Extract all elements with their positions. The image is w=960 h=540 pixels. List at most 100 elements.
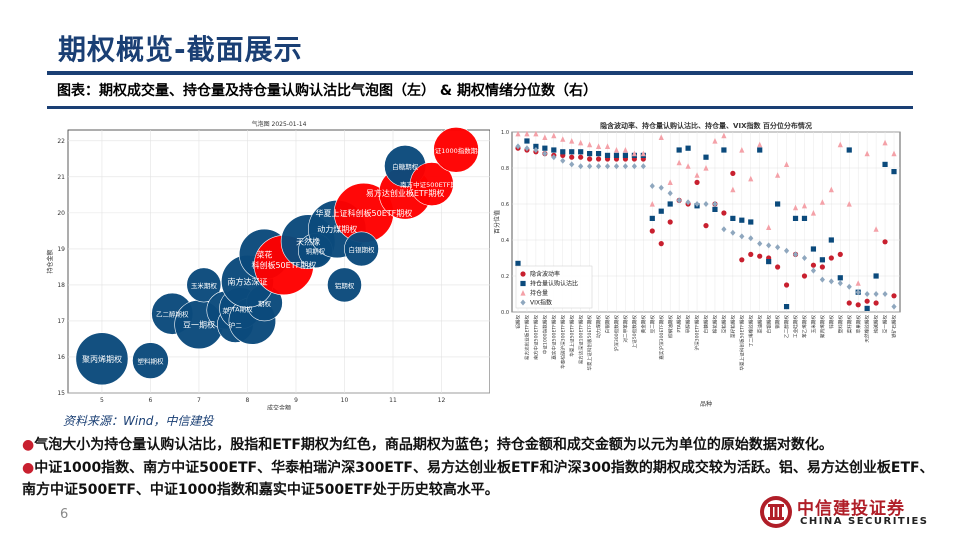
series-point: [658, 134, 664, 140]
page-number: 6: [60, 507, 69, 522]
bubble-chart-panel: 5 6 7 8 9 10 11 12 15 16 17 18 19 20 21 22 气泡图 2025-01-1…: [44, 116, 492, 412]
bubble-label: 乙二醇期权: [156, 310, 189, 319]
series-point: [837, 141, 843, 148]
percentile-chart: 铝期权 易方达创业板ETF期权 南方中证500ETF期权 中证1000指数期权 嘉实中证…: [493, 121, 901, 408]
y-tick-label: 19: [57, 246, 65, 253]
series-point: [801, 273, 808, 279]
y-axis-label: 百分位值: [493, 210, 501, 234]
x-tick-label: 华夏上证科创板50ETF期权: [586, 315, 593, 371]
series-point: [587, 163, 593, 170]
series-point: [524, 130, 530, 137]
x-tick-label: 豆一期权: [882, 315, 889, 334]
x-tick-label: 8: [246, 397, 250, 404]
series-point: [882, 139, 888, 146]
series-point: [864, 298, 870, 304]
series-point: [766, 242, 772, 249]
y-tick-label: 0.8: [501, 166, 509, 172]
series-point: [810, 246, 817, 252]
x-tick-label: 聚丙烯期权: [819, 315, 826, 338]
series-point: [873, 226, 879, 232]
x-tick-label: 苹果期权: [855, 315, 862, 334]
series-point: [703, 201, 709, 207]
bubble-label: 易方达创业板ETF期权: [366, 188, 445, 198]
caption-underline: [47, 106, 913, 109]
series-point: [542, 134, 548, 140]
series-point: [891, 169, 897, 175]
x-tick-label: 铜期权: [774, 315, 781, 329]
bubble-label: 聚丙烯期权: [82, 354, 122, 364]
series-point: [864, 150, 870, 157]
series-point: [730, 215, 736, 221]
series-point: [649, 201, 655, 207]
bubble-label: PTA期权: [228, 304, 253, 313]
series-point: [703, 154, 709, 160]
x-tick-label: 白糖期权: [703, 315, 710, 334]
bubble-chart-title: 气泡图 2025-01-14: [252, 120, 307, 128]
series-point: [604, 152, 611, 158]
series-point: [757, 141, 763, 148]
bubble-point: [327, 267, 362, 303]
logo-emblem-icon: [760, 496, 792, 528]
series-point: [766, 224, 772, 230]
series-point: [658, 208, 664, 214]
bubble-label: 南方达深证: [227, 276, 267, 286]
bubble-label: 天然橡: [296, 237, 320, 247]
series-point: [783, 282, 790, 288]
y-tick-label: 15: [57, 390, 65, 397]
page-title: 期权概览-截面展示: [58, 33, 303, 66]
x-tick-label: 易方达深证100ETF期权: [577, 315, 584, 365]
series-point: [775, 244, 781, 251]
x-tick-label: 白银期权: [604, 315, 611, 334]
series-point: [801, 202, 808, 209]
y-tick-label: 18: [57, 282, 65, 289]
series-point: [721, 147, 727, 153]
series-point: [757, 240, 763, 247]
series-point: [775, 172, 781, 178]
bubble-point: [75, 332, 129, 386]
series-point: [810, 262, 817, 268]
x-tick-label: 豆粕期权: [721, 315, 728, 334]
bubble-label: 白糖期权: [392, 162, 419, 171]
legend-box: [515, 265, 593, 309]
series-point: [578, 139, 584, 146]
series-point: [515, 260, 521, 266]
series-point: [542, 145, 548, 151]
series-point: [792, 215, 799, 221]
company-logo: 中信建投证券 CHINA SECURITIES: [759, 492, 929, 534]
x-axis-label: 成交金额: [267, 404, 291, 410]
legend-entry: VIX指数: [530, 299, 552, 307]
x-tick-label: 5: [100, 397, 104, 404]
x-tick-label: 玉米期权: [810, 315, 817, 334]
series-point: [533, 130, 539, 137]
series-point: [515, 143, 521, 150]
series-point: [560, 157, 566, 164]
x-tick-label: 7: [197, 397, 201, 404]
series-point: [703, 223, 709, 229]
y-tick-label: 17: [57, 318, 65, 325]
series-point: [604, 143, 611, 149]
x-tick-label: 沪深300指数期权: [613, 315, 620, 352]
legend-entry: 持仓量: [530, 289, 548, 297]
series-point: [783, 247, 790, 254]
x-tick-label: 锌期权: [828, 315, 835, 329]
x-tick-label: 菜籽期权: [846, 315, 853, 334]
series-point: [864, 291, 870, 297]
bubble-label: 科创板50ETF期权: [251, 260, 316, 270]
series-point: [533, 143, 539, 149]
series-point: [712, 201, 718, 207]
x-tick-label: 华泰柏瑞沪深300ETF期权: [559, 315, 566, 369]
series-point: [855, 289, 861, 296]
x-tick-label: 对二甲苯期权: [622, 315, 629, 343]
series-point: [891, 150, 897, 157]
x-tick-label: 塑料期权: [837, 315, 844, 334]
series-point: [783, 304, 790, 310]
bubble-label: 白银期权: [348, 245, 375, 254]
series-point: [676, 159, 682, 166]
x-tick-label: 菜籽粕期权: [729, 315, 736, 338]
bubble-point: [433, 127, 479, 173]
bubble-label: 华夏上证科创板50ETF期权: [316, 208, 413, 218]
series-point: [622, 147, 629, 153]
series-point: [882, 161, 888, 167]
series-point: [739, 257, 745, 263]
series-point: [757, 147, 763, 153]
